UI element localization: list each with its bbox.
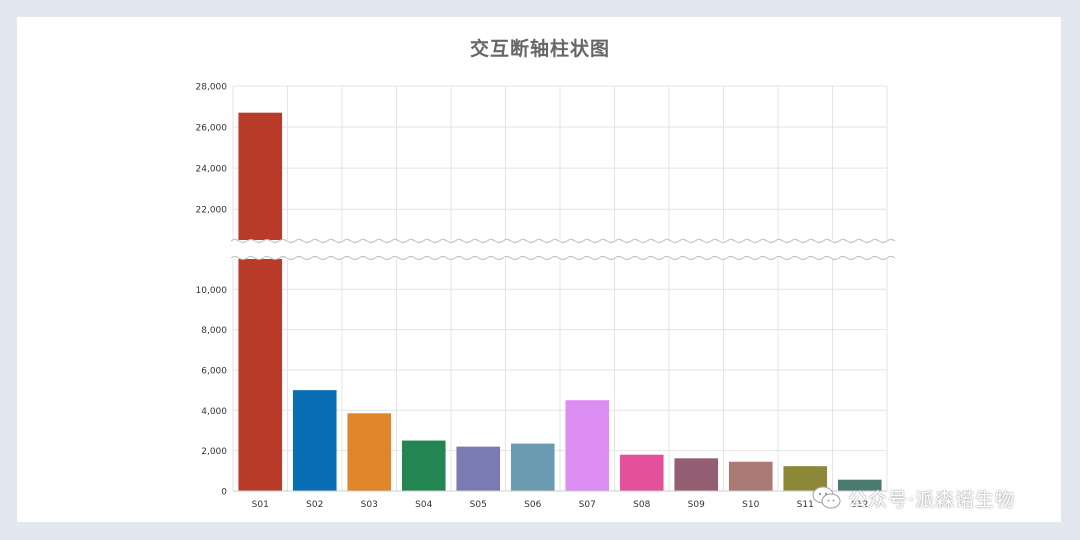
y-tick-label: 24,000	[196, 165, 228, 175]
bar	[456, 446, 501, 491]
x-tick-label: S11	[797, 500, 814, 510]
bar	[292, 390, 337, 491]
bar	[401, 440, 446, 491]
bar	[565, 400, 610, 491]
x-tick-label: S08	[633, 500, 650, 510]
wechat-icon	[812, 486, 841, 509]
y-tick-label: 2,000	[201, 447, 227, 457]
x-tick-label: S06	[524, 500, 541, 510]
y-tick-label: 10,000	[196, 286, 228, 296]
y-tick-label: 8,000	[201, 326, 227, 336]
x-tick-label: S04	[415, 500, 432, 510]
y-tick-label: 22,000	[196, 206, 228, 216]
bar	[837, 479, 882, 491]
x-tick-label: S02	[306, 500, 323, 510]
bar	[347, 413, 392, 491]
y-tick-label: 0	[221, 488, 227, 498]
x-tick-label: S01	[252, 500, 269, 510]
bar	[674, 458, 719, 491]
bar	[238, 112, 283, 240]
y-tick-label: 6,000	[201, 366, 227, 376]
watermark-text: 公众号·派森诺生物	[848, 488, 1016, 511]
bar	[510, 443, 555, 491]
bar	[783, 466, 828, 491]
x-tick-label: S05	[470, 500, 487, 510]
x-tick-label: S12	[851, 500, 868, 510]
x-tick-label: S03	[361, 500, 378, 510]
bar	[238, 259, 283, 491]
bar	[728, 461, 773, 491]
y-tick-label: 26,000	[196, 124, 228, 134]
axis-break-gap	[231, 241, 895, 258]
x-tick-label: S07	[579, 500, 596, 510]
axis-break-wave	[230, 256, 896, 260]
x-tick-label: S10	[742, 500, 759, 510]
x-tick-label: S09	[688, 500, 705, 510]
y-tick-label: 28,000	[196, 83, 228, 93]
axis-break-wave	[230, 239, 896, 243]
bar	[619, 454, 664, 491]
watermark: 公众号·派森诺生物	[812, 484, 1015, 512]
y-tick-label: 4,000	[201, 407, 227, 417]
chart-title: 交互断轴柱状图	[469, 38, 610, 60]
